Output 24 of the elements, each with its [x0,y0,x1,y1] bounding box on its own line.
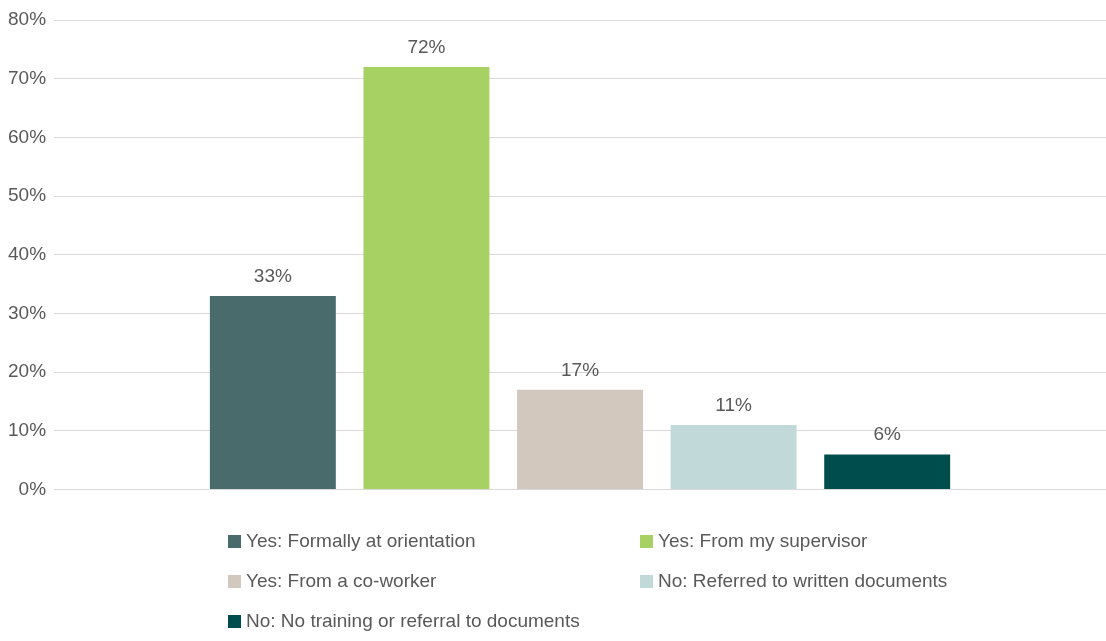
legend-label: Yes: Formally at orientation [246,530,476,552]
y-tick-label: 40% [8,243,47,265]
bar [824,454,951,490]
legend-label: No: No training or referral to documents [246,610,580,632]
bar [517,389,643,490]
data-label: 6% [873,423,902,445]
y-tick-label: 20% [8,360,47,382]
y-tick-label: 80% [8,8,47,30]
data-label: 11% [715,393,753,415]
y-tick-label: 0% [18,477,47,499]
bar [363,66,490,490]
bar [670,425,797,490]
data-label: 33% [253,264,292,286]
y-tick-label: 70% [8,66,47,88]
data-label: 17% [561,358,600,380]
legend-label: Yes: From a co-worker [246,570,437,592]
y-tick-label: 10% [8,419,47,441]
bar [209,295,336,490]
legend-label: No: Referred to written documents [658,570,948,592]
y-tick-label: 50% [8,184,47,206]
y-tick-label: 30% [8,301,47,323]
y-tick-label: 60% [8,125,47,147]
legend-label: Yes: From my supervisor [658,530,868,552]
data-label: 72% [407,35,446,57]
